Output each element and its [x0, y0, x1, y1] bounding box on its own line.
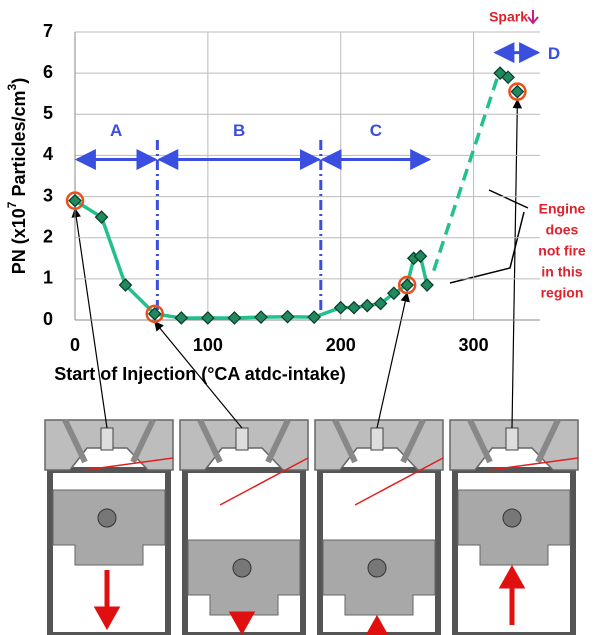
- highlight-circle: [65, 191, 85, 210]
- data-point: [400, 278, 414, 292]
- y-label-part: Particles/cm: [9, 90, 29, 201]
- piston: [187, 539, 301, 616]
- valves: [197, 418, 291, 464]
- data-point: [501, 70, 515, 85]
- y-label-part: ): [9, 78, 29, 84]
- piston: [52, 489, 166, 566]
- valves: [467, 418, 561, 464]
- y-label-part: PN (x10: [9, 208, 29, 274]
- data-point: [174, 311, 189, 325]
- spark-plug: [370, 427, 384, 451]
- piston-pin: [232, 558, 252, 578]
- spark-plug: [505, 427, 519, 451]
- piston: [322, 539, 436, 616]
- data-point: [118, 278, 133, 292]
- data-point: [373, 296, 388, 311]
- pointer-arrow: [511, 98, 523, 429]
- data-point: [360, 298, 375, 313]
- series-line: [74, 199, 429, 320]
- spark-plug: [235, 427, 249, 451]
- x-tick-label: 0: [70, 335, 80, 355]
- y-tick-label: 6: [43, 62, 53, 82]
- data-point: [201, 311, 215, 325]
- data-point: [333, 300, 348, 315]
- x-tick-label: 200: [326, 335, 356, 355]
- spark-plug: [100, 427, 114, 451]
- data-point: [413, 249, 428, 264]
- y-tick-label: 3: [43, 185, 53, 205]
- data-point: [68, 193, 82, 208]
- engine-note: Engine does not fire in this region: [538, 201, 586, 301]
- data-point: [94, 210, 109, 224]
- spark-arrow: [527, 10, 539, 25]
- engine-diagrams: [44, 98, 579, 635]
- highlight-circle: [397, 275, 417, 295]
- motion-arrow: [93, 570, 121, 631]
- pointer-arrow: [154, 321, 243, 429]
- x-axis-label: Start of Injection (°CA atdc-intake): [54, 364, 346, 384]
- region-label: D: [548, 44, 560, 63]
- y-tick-label: 5: [43, 103, 53, 123]
- data-point: [147, 306, 162, 321]
- note-line: region: [541, 285, 584, 301]
- highlight-circle: [508, 82, 527, 101]
- fuel-spray: [84, 457, 174, 471]
- data-point: [347, 300, 361, 315]
- motion-arrow: [228, 611, 256, 635]
- fuel-spray: [354, 457, 444, 506]
- pointer-arrow: [71, 207, 108, 429]
- data-point: [510, 84, 525, 99]
- data-point: [307, 310, 321, 324]
- y-label-sup: 7: [5, 201, 19, 208]
- series-line: [432, 72, 501, 272]
- note-line: not fire: [538, 243, 586, 259]
- fuel-spray: [219, 457, 309, 506]
- piston-pin: [97, 508, 117, 528]
- y-tick-label: 4: [43, 144, 53, 164]
- pointer-arrow: [376, 292, 410, 429]
- note-line: in this: [541, 264, 582, 280]
- note-line: Engine: [539, 201, 586, 217]
- piston-pin: [367, 558, 387, 578]
- y-tick-label: 0: [43, 309, 53, 329]
- valves: [332, 418, 426, 464]
- data-point: [254, 310, 268, 324]
- motion-arrow: [365, 614, 389, 635]
- valves: [62, 418, 156, 464]
- data-point: [420, 278, 434, 292]
- region-label: B: [233, 121, 245, 140]
- piston: [457, 489, 571, 566]
- motion-arrow: [498, 564, 526, 625]
- region-label: A: [110, 121, 122, 140]
- data-point: [280, 309, 295, 324]
- y-tick-label: 1: [43, 268, 53, 288]
- x-tick-label: 100: [193, 335, 223, 355]
- data-point: [227, 311, 242, 325]
- y-label-sup: 3: [5, 83, 19, 90]
- note-pointer: [449, 189, 529, 284]
- y-tick-label: 2: [43, 226, 53, 246]
- highlight-circle: [145, 304, 164, 324]
- region-label: C: [370, 121, 382, 140]
- y-tick-label: 7: [43, 21, 53, 41]
- note-line: does: [546, 222, 579, 238]
- spark-label: Spark: [489, 9, 528, 25]
- x-tick-label: 300: [459, 335, 489, 355]
- data-point: [493, 66, 507, 80]
- piston-pin: [502, 508, 522, 528]
- fuel-spray: [489, 457, 579, 471]
- y-axis-label: PN (x107 Particles/cm3): [5, 78, 29, 275]
- data-point: [387, 286, 401, 301]
